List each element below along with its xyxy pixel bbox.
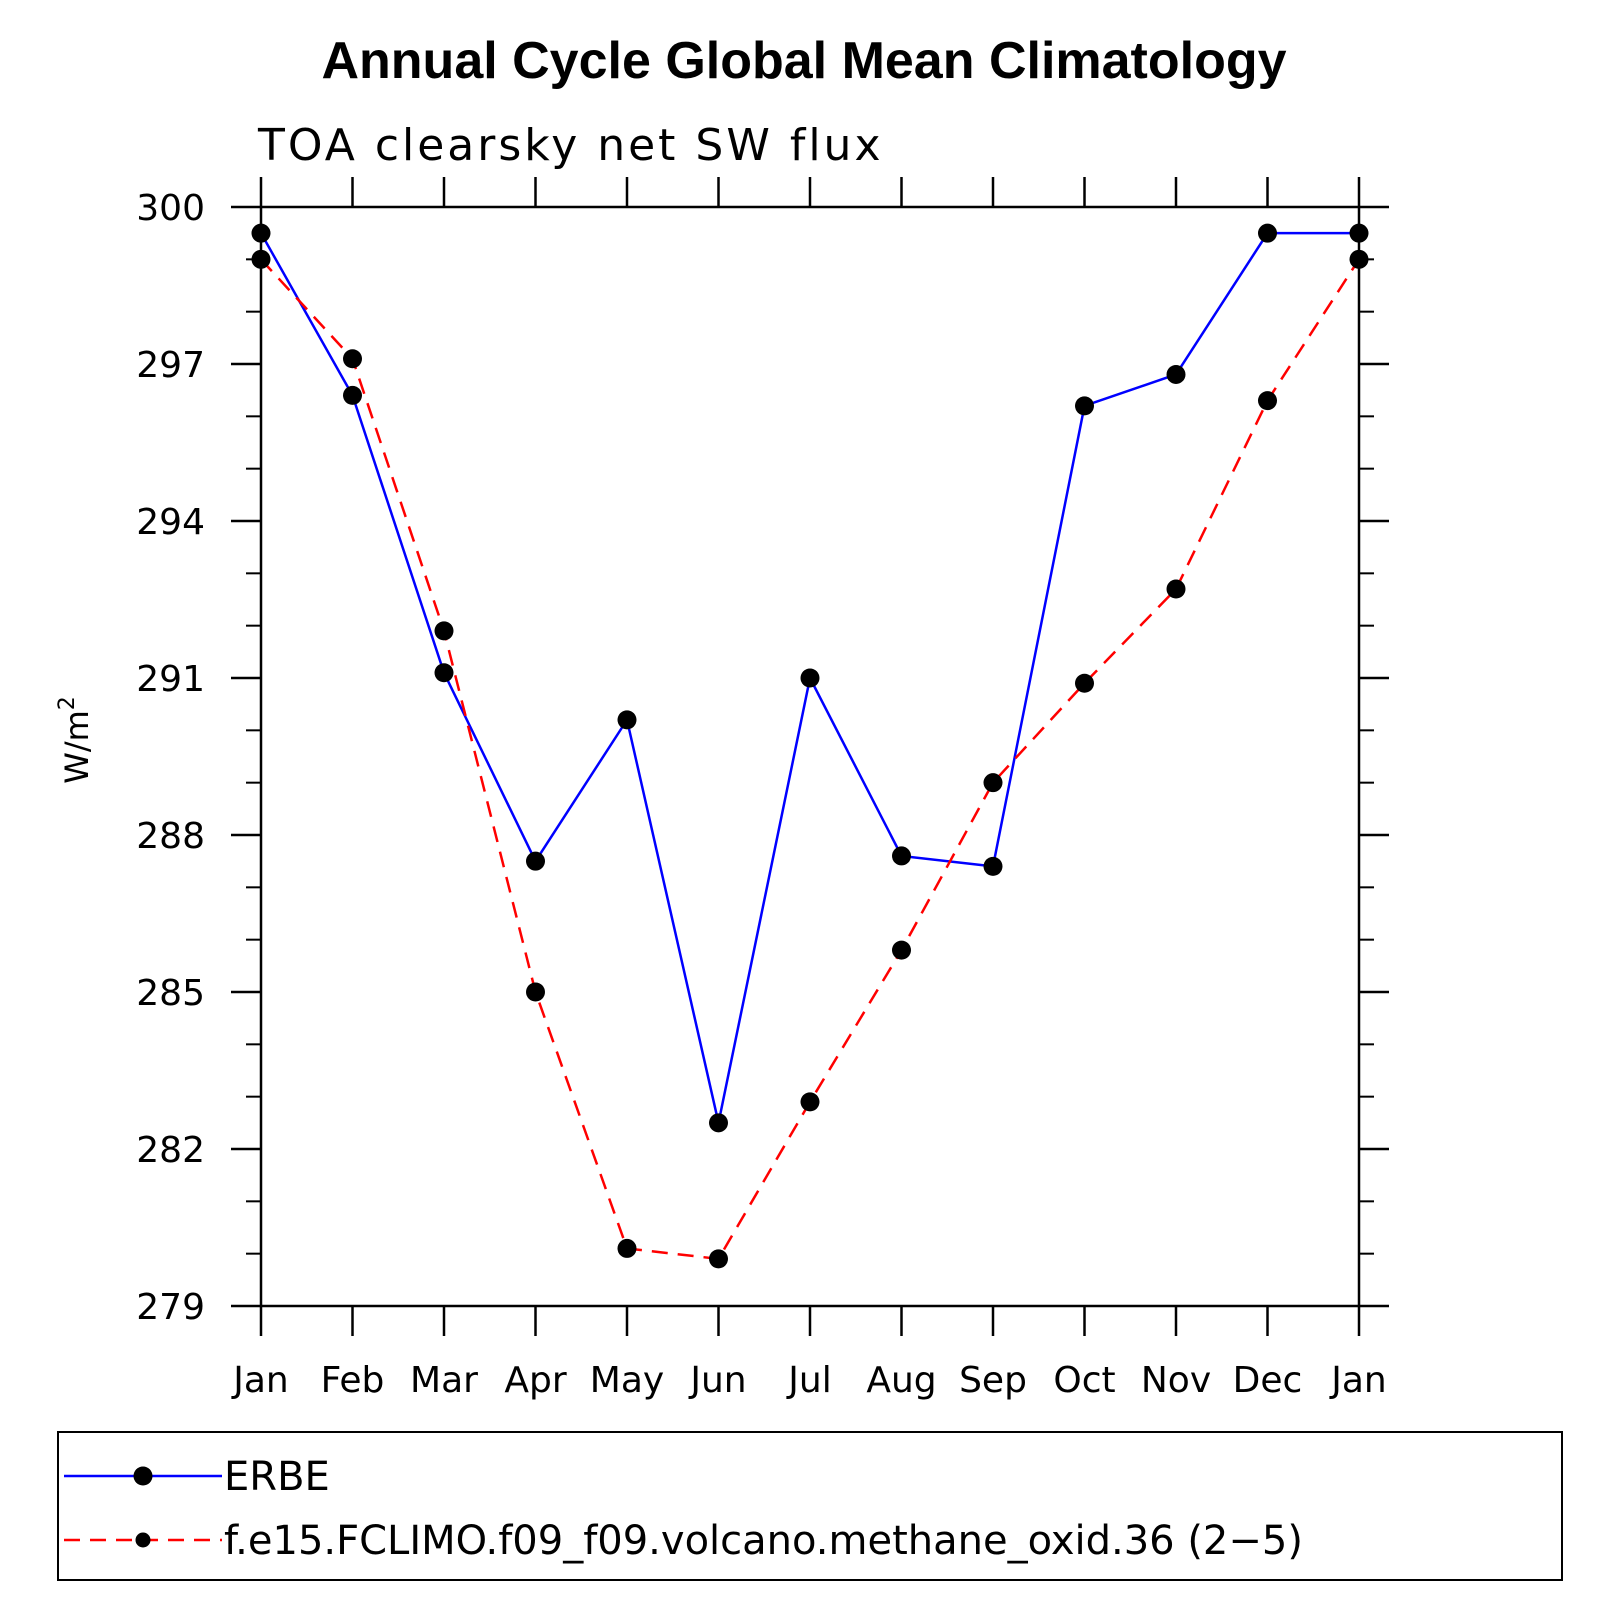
y-tick-label: 279 xyxy=(136,1287,205,1328)
y-tick-label: 291 xyxy=(136,659,205,700)
series-layer xyxy=(251,223,1369,1269)
x-tick-label: Feb xyxy=(321,1360,385,1401)
y-axis-label: W/m2 xyxy=(55,696,96,784)
x-tick-label: Jun xyxy=(688,1360,746,1401)
data-point xyxy=(1166,364,1186,384)
data-point xyxy=(709,1113,728,1133)
y-tick-label: 297 xyxy=(136,345,205,386)
data-point xyxy=(1349,249,1369,269)
legend-marker xyxy=(133,1466,153,1486)
data-point xyxy=(1075,673,1094,693)
data-point xyxy=(709,1249,728,1269)
chart-subtitle: TOA clearsky net SW flux xyxy=(257,120,883,171)
data-point xyxy=(1075,396,1094,416)
data-point xyxy=(526,982,545,1002)
x-tick-label: Nov xyxy=(1141,1360,1211,1401)
x-tick-label: Oct xyxy=(1053,1360,1115,1401)
data-point xyxy=(983,773,1003,793)
x-tick-label: Mar xyxy=(410,1360,478,1401)
series-1 xyxy=(251,223,1369,1133)
plot-frame xyxy=(259,205,1361,1308)
data-point xyxy=(343,385,362,405)
data-point xyxy=(800,1092,820,1112)
data-point xyxy=(892,940,911,960)
data-point xyxy=(1258,223,1277,243)
svg-text:W/m2: W/m2 xyxy=(55,696,96,784)
series-2 xyxy=(251,249,1369,1269)
data-point xyxy=(1258,391,1277,411)
y-tick-label: 282 xyxy=(136,1130,205,1171)
x-tick-label: Aug xyxy=(866,1360,936,1401)
data-point xyxy=(1166,579,1186,599)
data-point xyxy=(526,851,545,871)
y-tick-label: 300 xyxy=(136,188,205,229)
y-tick-label: 288 xyxy=(136,816,205,857)
x-tick-label: Jan xyxy=(231,1360,289,1401)
x-tick-label: Jan xyxy=(1329,1360,1387,1401)
legend-marker xyxy=(135,1532,151,1548)
data-point xyxy=(343,349,362,369)
axes: Jan Feb Mar Apr May Jun Jul Aug Sep Oct Nov Dec Jan 2… xyxy=(136,177,1389,1401)
x-tick-label: Apr xyxy=(504,1360,566,1401)
data-point xyxy=(434,663,454,683)
y-tick-label: 285 xyxy=(136,973,205,1014)
legend-label: f.e15.FCLIMO.f09_f09.volcano.methane_oxi… xyxy=(224,1518,1303,1564)
data-point xyxy=(251,223,271,243)
x-tick-label: Jul xyxy=(786,1360,831,1401)
legend-label: ERBE xyxy=(224,1454,330,1500)
data-point xyxy=(251,249,271,269)
data-point xyxy=(800,668,820,688)
data-point xyxy=(434,621,454,641)
y-axis-label-superscript: 2 xyxy=(55,696,80,710)
data-point xyxy=(983,856,1003,876)
y-axis-label-text: W/m xyxy=(58,710,96,784)
data-point xyxy=(617,1238,637,1258)
legend-box xyxy=(57,1431,1563,1581)
chart-title: Annual Cycle Global Mean Climatology xyxy=(321,32,1286,90)
legend: ERBE f.e15.FCLIMO.f09_f09.volcano.methane… xyxy=(64,1454,1303,1564)
data-point xyxy=(617,710,637,730)
data-point xyxy=(1349,223,1369,243)
x-tick-label: May xyxy=(590,1360,664,1401)
data-point xyxy=(892,846,911,866)
y-tick-label: 294 xyxy=(136,502,205,543)
x-tick-label: Sep xyxy=(959,1360,1027,1401)
x-tick-label: Dec xyxy=(1233,1360,1303,1401)
